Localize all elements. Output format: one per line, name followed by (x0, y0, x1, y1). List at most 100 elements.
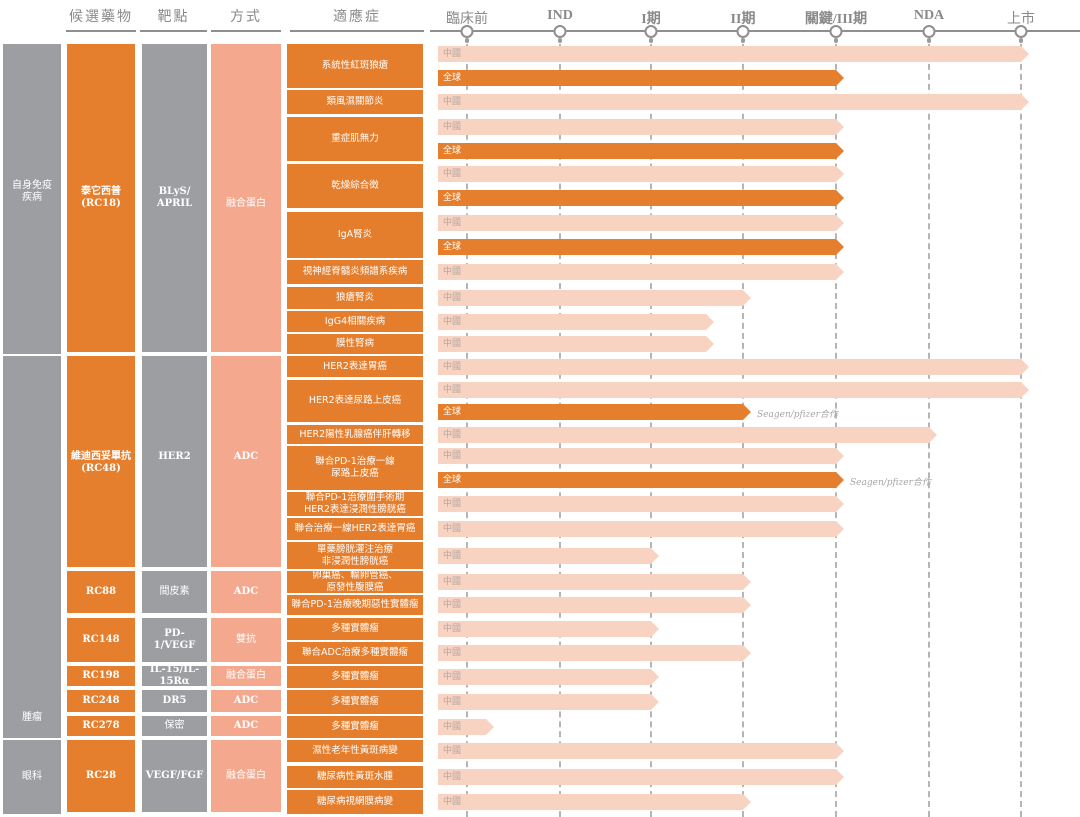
modality-cell: 融合蛋白 (211, 44, 281, 352)
bar-region-label: 中國 (443, 217, 462, 228)
indication-cell: 卵巢癌、輸卵管癌、 原發性腹膜癌 (287, 570, 423, 593)
candidate-cell: RC198 (67, 666, 135, 686)
china-progress-bar: 中國 (438, 621, 659, 637)
bar-region-label: 中國 (443, 722, 462, 732)
stage-axis-line (430, 30, 1080, 32)
header-candidate-underline (66, 30, 136, 32)
bar-region-label: 中國 (443, 550, 462, 561)
indication-cell: 膜性腎病 (287, 334, 423, 354)
stage-label: II期 (730, 12, 756, 27)
modality-cell: ADC (211, 690, 281, 712)
indication-cell: 多種實體瘤 (287, 666, 423, 688)
arrow-tip-icon (836, 119, 844, 136)
bar-region-label: 全球 (443, 145, 462, 156)
stage-label: I期 (641, 12, 661, 27)
china-progress-bar: 中國 (438, 769, 844, 785)
bar-region-label: 中國 (443, 648, 462, 658)
china-progress-bar: 中國 (438, 290, 751, 306)
arrow-tip-icon (1021, 46, 1029, 63)
bar-region-label: 中國 (443, 772, 462, 782)
target-cell: IL-15/IL- 15Rα (142, 664, 207, 687)
target-cell: PD-1/VEGF (142, 618, 207, 662)
partnership-note: Seagen/pfizer合作 (850, 477, 931, 488)
stage-tick (1019, 38, 1023, 43)
modality-cell: 融合蛋白 (211, 666, 281, 686)
china-progress-bar: 中國 (438, 547, 659, 564)
therapeutic-area-cell: 眼科 (3, 740, 61, 814)
header-modality: 方式 (230, 9, 262, 25)
stage-label: IND (547, 8, 573, 23)
bar-region-label: 全球 (443, 407, 462, 417)
indication-cell: IgA腎炎 (287, 212, 423, 258)
bar-region-label: 全球 (443, 72, 462, 83)
china-progress-bar: 中國 (438, 46, 1029, 63)
candidate-cell: RC28 (67, 740, 135, 812)
arrow-tip-icon (836, 166, 844, 183)
china-progress-bar: 中國 (438, 313, 715, 330)
indication-cell: 糖尿病視網膜病變 (287, 790, 423, 814)
modality-cell: 雙抗 (211, 618, 281, 662)
header-target-underline (140, 30, 207, 32)
arrow-tip-icon (706, 313, 715, 330)
china-progress-bar: 中國 (438, 719, 494, 735)
indication-cell: 單藥膀胱灌注治療 非浸潤性膀胱癌 (287, 542, 423, 569)
modality-cell: ADC (211, 356, 281, 567)
china-progress-bar: 中國 (438, 521, 844, 537)
bar-region-label: 中國 (443, 122, 462, 133)
target-cell: 間皮素 (142, 571, 207, 613)
arrow-tip-icon (836, 496, 844, 512)
therapeutic-area-cell: 自身免疫 疾病 (3, 44, 61, 354)
china-progress-bar: 中國 (438, 743, 844, 759)
arrow-tip-icon (485, 719, 494, 735)
stage-marker-icon (736, 25, 750, 38)
arrow-tip-icon (836, 769, 844, 785)
stage-tick (834, 38, 838, 43)
indication-cell: 濕性老年性黃斑病變 (287, 740, 423, 762)
bar-region-label: 中國 (443, 169, 462, 180)
arrow-tip-icon (743, 574, 751, 590)
china-progress-bar: 中國 (438, 574, 751, 590)
arrow-tip-icon (743, 645, 751, 661)
indication-cell: HER2表達尿路上皮癌 (287, 380, 423, 422)
arrow-tip-icon (836, 471, 844, 488)
arrow-tip-icon (743, 404, 751, 420)
indication-cell: 系統性紅斑狼瘡 (287, 44, 423, 88)
arrow-tip-icon (836, 189, 844, 206)
arrow-tip-icon (929, 426, 937, 443)
candidate-cell: RC148 (67, 618, 135, 662)
china-progress-bar: 中國 (438, 496, 844, 512)
arrow-tip-icon (1021, 382, 1029, 398)
header-target: 靶點 (157, 9, 190, 25)
bar-region-label: 中國 (443, 577, 462, 587)
bar-region-label: 中國 (443, 672, 462, 682)
global-progress-bar: 全球 (438, 239, 844, 256)
indication-cell: 類風濕關節炎 (287, 90, 423, 114)
header-indication: 適應症 (333, 9, 381, 25)
china-progress-bar: 中國 (438, 94, 1029, 110)
partnership-note: Seagen/pfizer合作 (757, 410, 838, 420)
stage-tick (927, 38, 931, 43)
bar-region-label: 全球 (443, 474, 462, 485)
bar-region-label: 全球 (443, 242, 462, 253)
arrow-tip-icon (836, 743, 844, 759)
arrow-tip-icon (836, 521, 844, 537)
bar-region-label: 中國 (443, 361, 462, 372)
china-progress-bar: 中國 (438, 382, 1029, 398)
arrow-tip-icon (836, 264, 844, 280)
bar-region-label: 中國 (443, 293, 462, 303)
arrow-tip-icon (651, 694, 659, 710)
bar-region-label: 中國 (443, 385, 462, 395)
bar-region-label: 中國 (443, 316, 462, 327)
bar-region-label: 中國 (443, 499, 462, 509)
bar-region-label: 中國 (443, 600, 462, 610)
arrow-tip-icon (743, 597, 751, 613)
bar-region-label: 中國 (443, 797, 462, 807)
arrow-tip-icon (651, 669, 659, 685)
stage-marker-icon (1014, 25, 1028, 38)
target-cell: 保密 (142, 716, 207, 736)
target-cell: VEGF/FGF (142, 740, 207, 812)
indication-cell: 聯合PD-1治療一線 尿路上皮癌 (287, 446, 423, 490)
indication-cell: 重症肌無力 (287, 117, 423, 161)
china-progress-bar: 中國 (438, 426, 937, 443)
china-progress-bar: 中國 (438, 694, 659, 710)
